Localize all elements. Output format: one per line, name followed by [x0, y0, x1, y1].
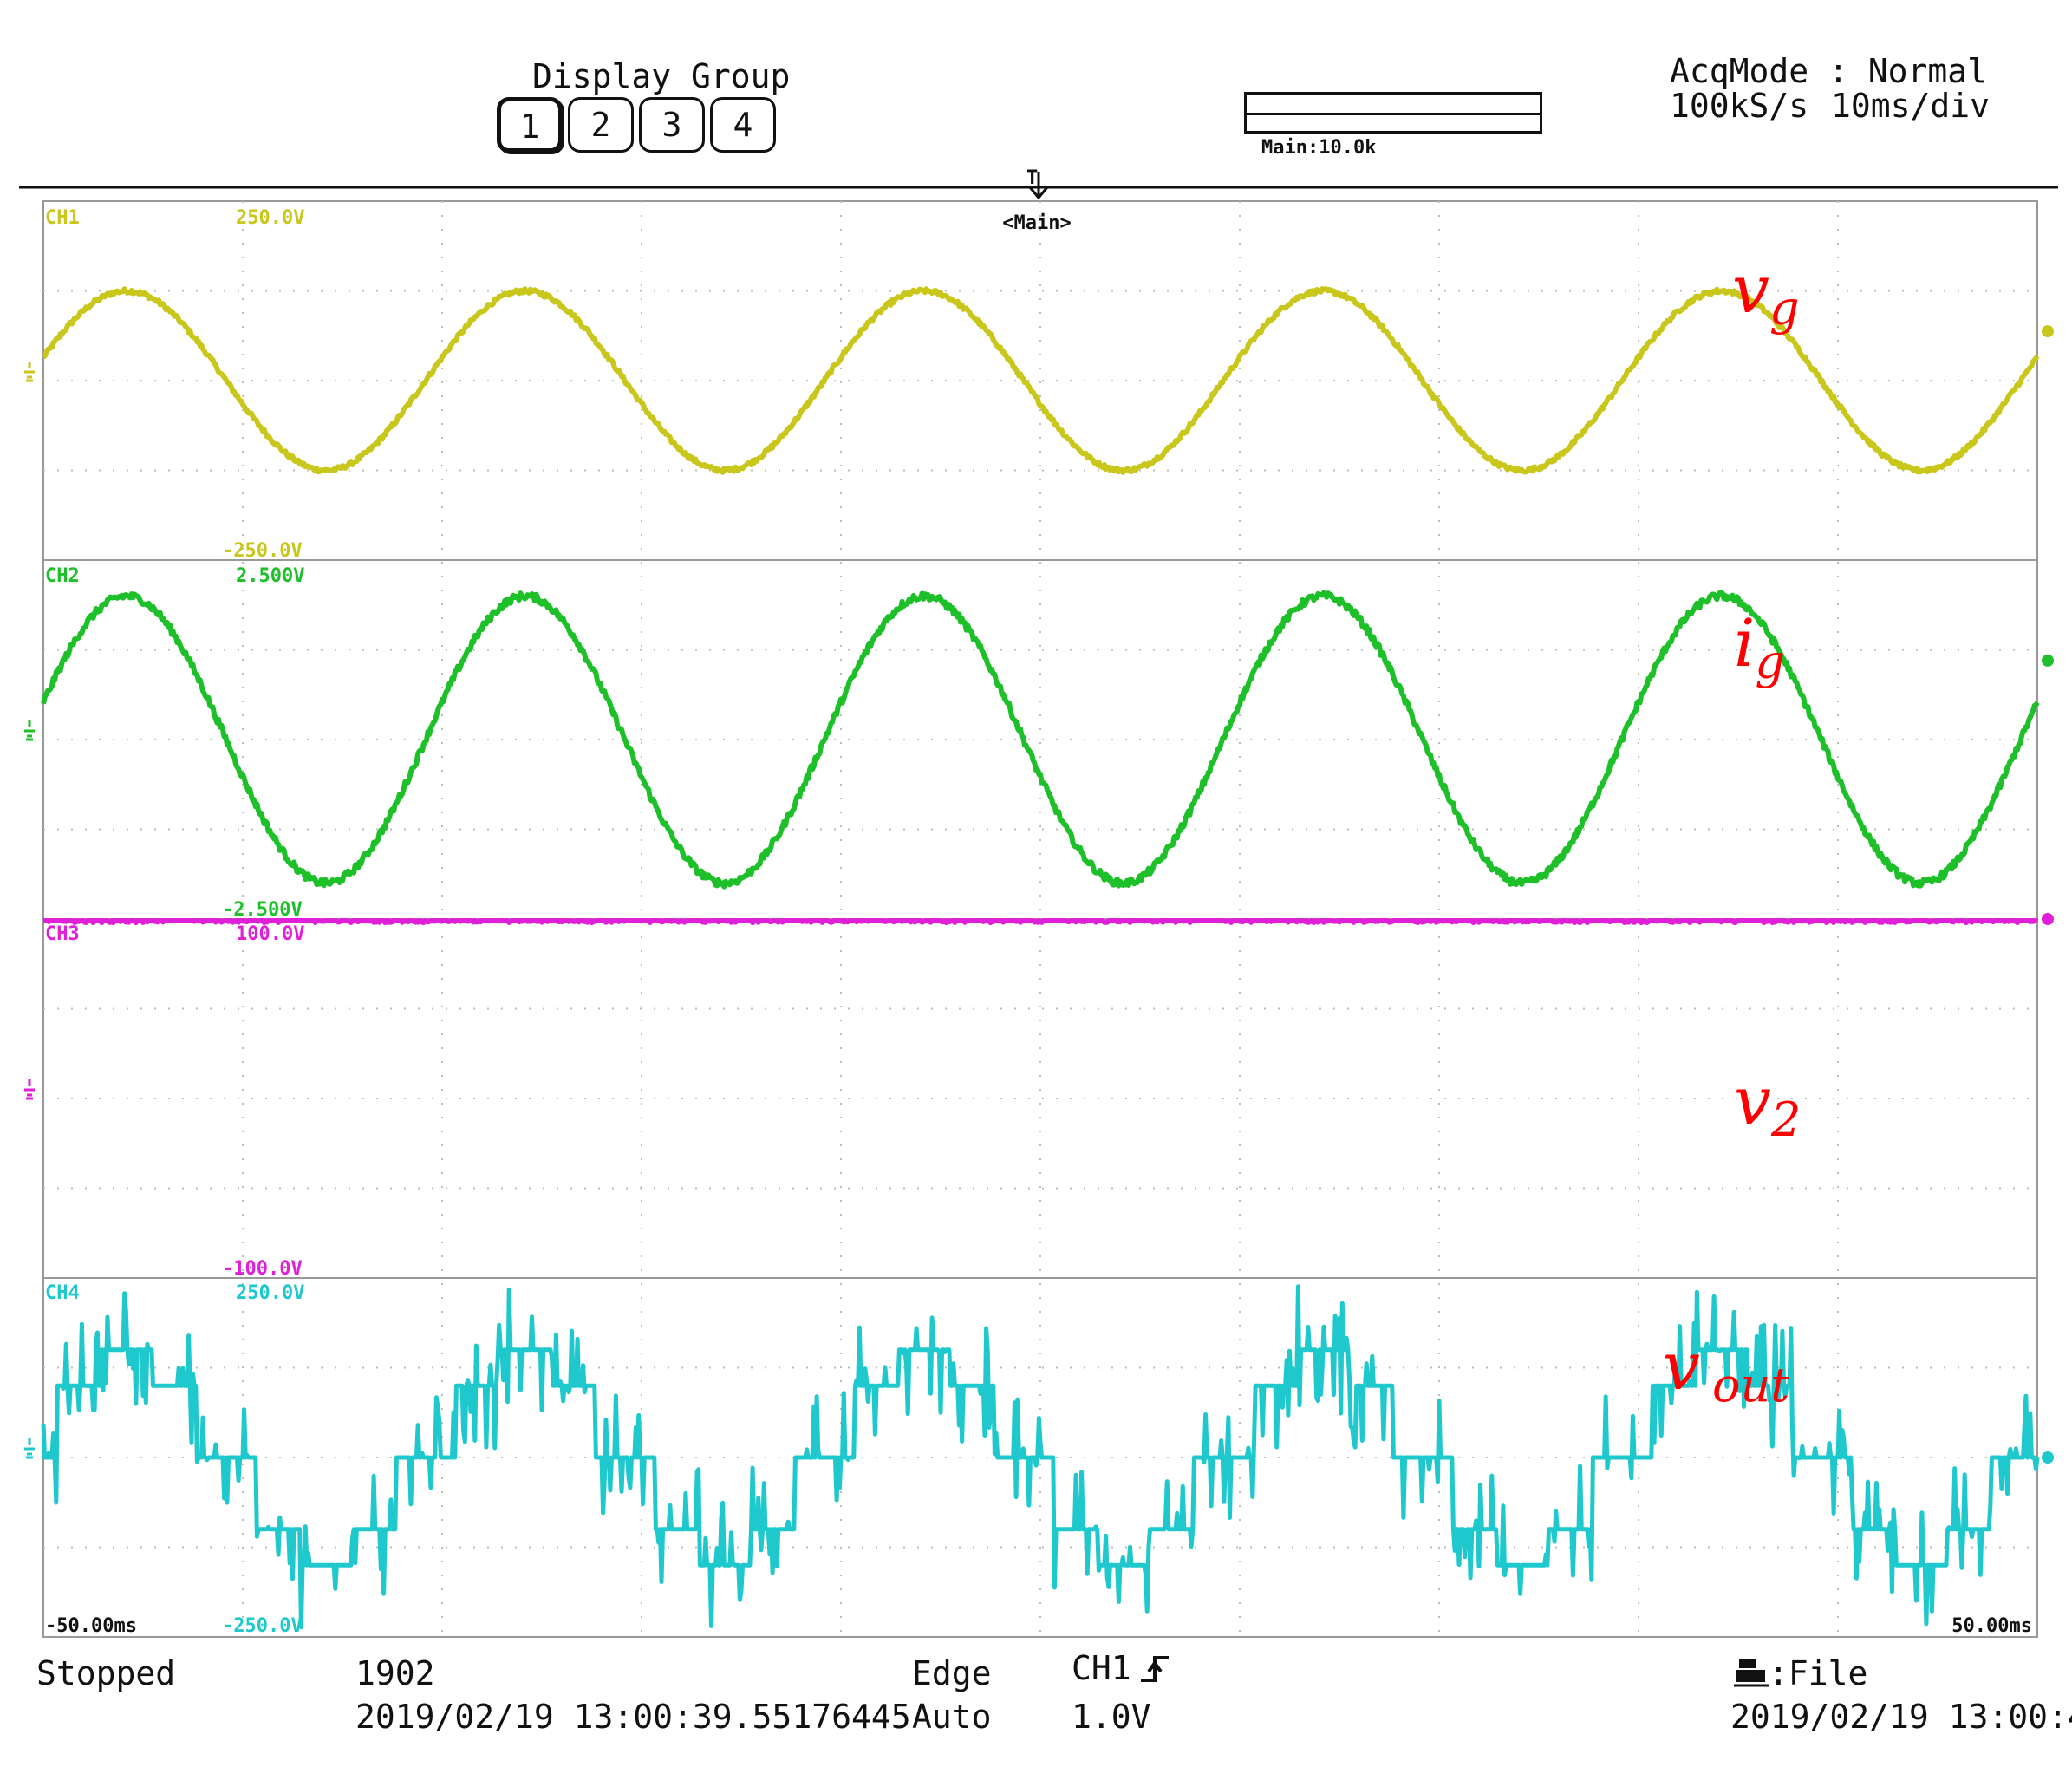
trigger-timestamp: 2019/02/19 13:00:39.55176445	[355, 1698, 911, 1736]
display-group-button-4[interactable]: 4	[710, 97, 776, 153]
ch2-name: CH2	[45, 565, 80, 587]
ch1-ground-marker-icon	[24, 362, 35, 382]
ch3-upper-label: 100.0V	[236, 923, 304, 945]
trigger-level: 1.0V	[1072, 1698, 1151, 1736]
ch1-upper-label: 250.0V	[236, 207, 304, 229]
printer-icon	[1734, 1659, 1769, 1687]
annotation-vg: vg	[1732, 251, 1800, 336]
ch2-upper-label: 2.500V	[236, 565, 304, 587]
ch4-upper-label: 250.0V	[236, 1282, 304, 1304]
trigger-main-label: <Main>	[1002, 212, 1071, 234]
ch3-name: CH3	[45, 923, 80, 945]
zoom-position-bar[interactable]	[1244, 92, 1542, 134]
ch4-name: CH4	[45, 1282, 80, 1304]
ch1-trace	[42, 286, 2040, 475]
ch2-trace	[41, 590, 2040, 890]
ch3-level-marker	[2042, 913, 2054, 925]
ch1-name: CH1	[45, 207, 80, 229]
waveforms	[24, 286, 2054, 1630]
ch3-lower-label: -100.0V	[222, 1258, 303, 1280]
ch4-level-marker	[2042, 1451, 2054, 1464]
ch3-trace	[42, 918, 2039, 926]
annotation-ig: ig	[1734, 604, 1785, 689]
display-group-button-3[interactable]: 3	[639, 97, 705, 153]
time-per-div: 10ms/div	[1831, 87, 1991, 125]
trigger-source: CH1	[1072, 1649, 1131, 1687]
display-group-button-2[interactable]: 2	[568, 97, 634, 153]
ch2-lower-label: -2.500V	[222, 899, 303, 921]
ch1-level-marker	[2042, 325, 2054, 338]
current-timestamp: 2019/02/19 13:00:44	[1730, 1698, 2072, 1736]
trigger-mode: Auto	[912, 1698, 992, 1736]
ch2-level-marker	[2042, 654, 2054, 667]
zoom-label: Main:10.0k	[1261, 137, 1377, 159]
acq-mode: AcqMode : Normal	[1670, 52, 1988, 90]
time-end-label: 50.00ms	[1951, 1615, 2032, 1637]
trigger-arrow-icon	[1028, 172, 1049, 200]
ch2-ground-marker-icon	[24, 720, 35, 741]
time-start-label: -50.00ms	[45, 1615, 137, 1637]
ch3-ground-marker-icon	[24, 1079, 35, 1100]
ch1-lower-label: -250.0V	[222, 540, 303, 562]
rising-edge-icon	[1141, 1656, 1169, 1682]
ch4-lower-label: -250.0V	[222, 1615, 303, 1637]
oscilloscope-display: T <Main> CH1 250.0V -250.0V CH2 2.500V -…	[19, 167, 2058, 1638]
ch4-ground-marker-icon	[24, 1438, 35, 1459]
trigger-marker-symbol: T	[1026, 167, 1038, 189]
acquisition-count: 1902	[355, 1654, 435, 1692]
trigger-type: Edge	[912, 1654, 992, 1692]
annotation-v2: v2	[1734, 1062, 1801, 1147]
ch4-trace	[41, 1284, 2040, 1630]
annotation-vout: v out	[1663, 1327, 1789, 1412]
save-target: :File	[1769, 1654, 1868, 1692]
display-group-button-1[interactable]: 1	[497, 97, 563, 153]
display-group-label: Display Group	[532, 57, 791, 95]
sample-rate: 100kS/s	[1670, 87, 1809, 125]
acquisition-status: Stopped	[36, 1654, 176, 1692]
